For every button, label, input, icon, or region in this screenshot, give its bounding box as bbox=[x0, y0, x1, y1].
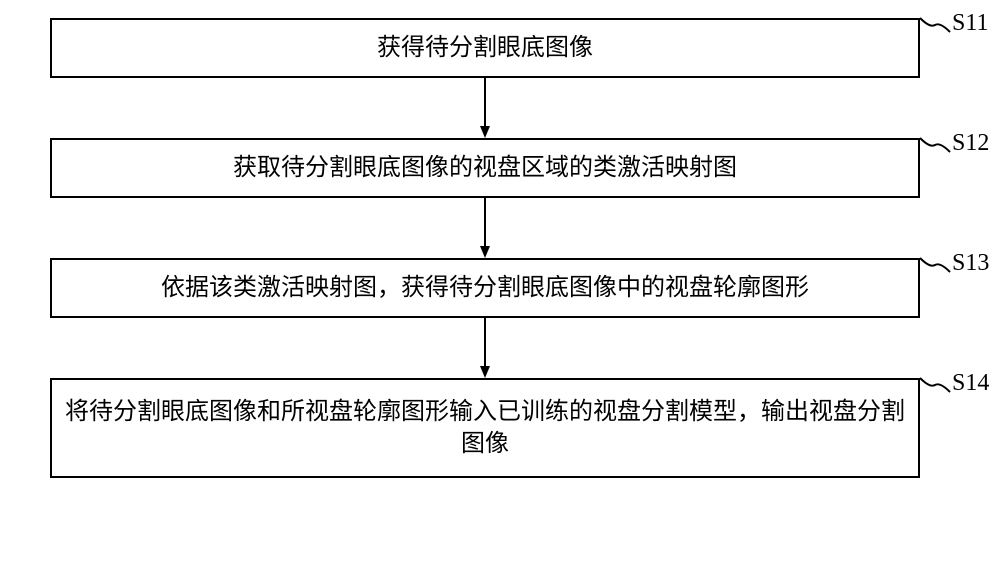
flow-node-text: 将待分割眼底图像和所视盘轮廓图形输入已训练的视盘分割模型，输出视盘分割图像 bbox=[60, 396, 910, 461]
flowchart-canvas: 获得待分割眼底图像 S11 获取待分割眼底图像的视盘区域的类激活映射图 S12 依据该类… bbox=[0, 0, 1000, 583]
flow-node-s14: 将待分割眼底图像和所视盘轮廓图形输入已训练的视盘分割模型，输出视盘分割图像 bbox=[50, 378, 920, 478]
flow-node-text: 获取待分割眼底图像的视盘区域的类激活映射图 bbox=[233, 152, 737, 184]
flow-node-s12: 获取待分割眼底图像的视盘区域的类激活映射图 bbox=[50, 138, 920, 198]
flow-node-text: 依据该类激活映射图，获得待分割眼底图像中的视盘轮廓图形 bbox=[161, 272, 809, 304]
flow-node-s13: 依据该类激活映射图，获得待分割眼底图像中的视盘轮廓图形 bbox=[50, 258, 920, 318]
brace-s13 bbox=[920, 258, 950, 272]
flow-node-s11: 获得待分割眼底图像 bbox=[50, 18, 920, 78]
step-label-s11: S11 bbox=[952, 10, 988, 37]
flow-node-text: 获得待分割眼底图像 bbox=[377, 32, 593, 64]
step-label-s12: S12 bbox=[952, 130, 989, 157]
brace-s14 bbox=[920, 378, 950, 392]
step-label-s13: S13 bbox=[952, 250, 989, 277]
step-label-s14: S14 bbox=[952, 370, 989, 397]
brace-s12 bbox=[920, 138, 950, 152]
brace-s11 bbox=[920, 18, 950, 32]
